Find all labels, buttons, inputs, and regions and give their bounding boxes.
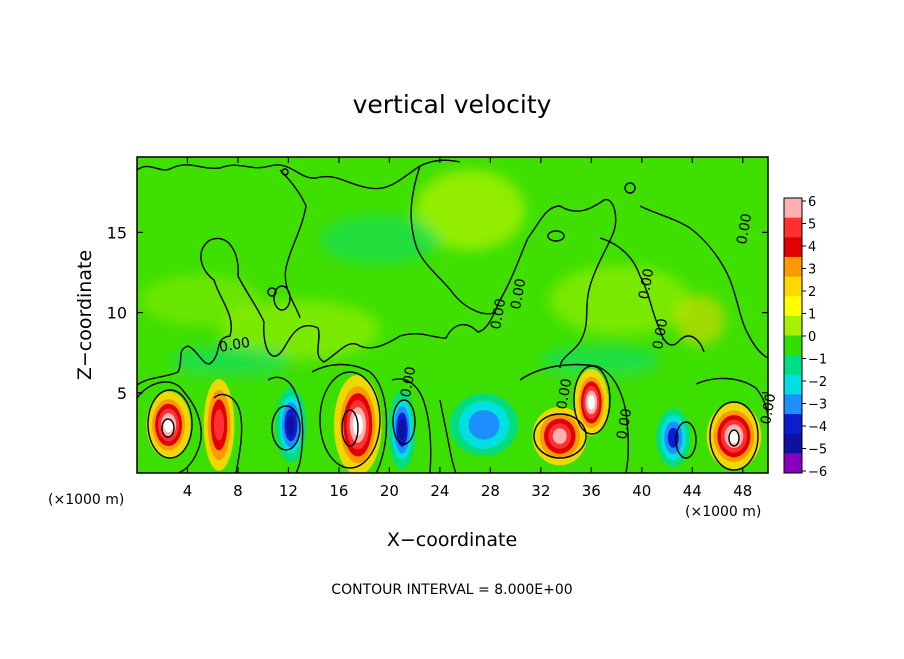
velocity-cell-ring bbox=[587, 395, 595, 410]
x-axis-unit-left: (×1000 m) bbox=[48, 492, 124, 508]
colorbar-tick-label: 4 bbox=[808, 240, 816, 255]
contour-label: 0.00 bbox=[758, 392, 779, 425]
x-tick-label: 20 bbox=[380, 482, 399, 500]
velocity-cell-ring bbox=[552, 428, 567, 444]
x-axis-label: X−coordinate bbox=[387, 529, 517, 551]
colorbar-block bbox=[784, 198, 802, 218]
colorbar-tick-label: −5 bbox=[808, 443, 827, 458]
contour-label: 0.00 bbox=[636, 267, 657, 300]
colorbar-block bbox=[784, 296, 802, 317]
velocity-cell-ring bbox=[287, 414, 295, 435]
colorbar: 6 5 4 3 2 1 0 −1 −2 −3 −4 −5 −6 bbox=[783, 195, 827, 480]
x-tick-label: 36 bbox=[582, 482, 601, 500]
colorbar-block bbox=[784, 276, 802, 297]
colorbar-block bbox=[784, 374, 802, 395]
colorbar-block bbox=[784, 335, 802, 356]
velocity-cell-ring bbox=[398, 419, 406, 441]
x-tick-label: 40 bbox=[632, 482, 651, 500]
colorbar-tick-label: 1 bbox=[808, 308, 816, 323]
velocity-cell bbox=[574, 369, 609, 436]
velocity-cell bbox=[532, 406, 588, 466]
x-tick-label: 32 bbox=[531, 482, 550, 500]
contour-label: 0.00 bbox=[398, 365, 419, 398]
colorbar-tick-label: 6 bbox=[808, 195, 816, 210]
colorbar-block bbox=[784, 453, 802, 474]
x-tick-label: 8 bbox=[233, 482, 243, 500]
colorbar-tick-label: −3 bbox=[808, 398, 827, 413]
velocity-cell-ring bbox=[213, 409, 225, 441]
zero-contours bbox=[137, 159, 768, 473]
contour-label: 0.00 bbox=[218, 335, 251, 356]
contour-label: 0.00 bbox=[488, 297, 509, 330]
x-axis-ticks: 4 8 12 16 20 24 28 32 36 40 44 48 bbox=[183, 157, 752, 500]
colorbar-block bbox=[784, 433, 802, 454]
colorbar-tick-label: −4 bbox=[808, 420, 827, 435]
x-tick-label: 48 bbox=[733, 482, 752, 500]
plot-area: 0.000.000.000.000.000.000.000.000.000.00 bbox=[136, 156, 779, 474]
x-tick-label: 24 bbox=[430, 482, 449, 500]
y-tick-label: 15 bbox=[107, 223, 127, 242]
velocity-cell-ring bbox=[163, 417, 174, 433]
colorbar-block bbox=[784, 315, 802, 336]
velocity-cell bbox=[449, 393, 519, 457]
contour-interval-footer: CONTOUR INTERVAL = 8.000E+00 bbox=[331, 582, 572, 598]
colorbar-tick-label: 0 bbox=[808, 330, 816, 345]
colorbar-ticks: 6 5 4 3 2 1 0 −1 −2 −3 −4 −5 −6 bbox=[802, 195, 827, 480]
y-axis-ticks: 5 10 15 bbox=[107, 223, 768, 403]
x-tick-label: 28 bbox=[481, 482, 500, 500]
contour-labels: 0.000.000.000.000.000.000.000.000.000.00 bbox=[218, 212, 779, 440]
x-tick-label: 4 bbox=[183, 482, 193, 500]
velocity-cell bbox=[706, 402, 762, 470]
colorbar-block bbox=[784, 237, 802, 258]
colorbar-block bbox=[784, 394, 802, 415]
contour-label: 0.00 bbox=[554, 377, 575, 410]
contour-label: 0.00 bbox=[508, 277, 529, 310]
colorbar-tick-label: −6 bbox=[808, 465, 827, 480]
y-axis-label: Z−coordinate bbox=[74, 250, 96, 380]
colorbar-block bbox=[784, 256, 802, 277]
chart-title: vertical velocity bbox=[353, 90, 552, 119]
velocity-cell bbox=[388, 390, 416, 470]
x-tick-label: 44 bbox=[683, 482, 702, 500]
colorbar-block bbox=[784, 217, 802, 238]
plot-frame bbox=[136, 156, 769, 474]
colorbar-block bbox=[784, 355, 802, 376]
x-axis-unit-right: (×1000 m) bbox=[685, 504, 761, 520]
contour-label: 0.00 bbox=[614, 407, 635, 440]
colorbar-tick-label: 5 bbox=[808, 218, 816, 233]
velocity-cells bbox=[146, 369, 762, 473]
colorbar-tick-label: 3 bbox=[808, 263, 816, 278]
colorbar-tick-label: −1 bbox=[808, 353, 827, 368]
velocity-cell-ring bbox=[468, 410, 500, 440]
x-tick-label: 12 bbox=[279, 482, 298, 500]
contour-label: 0.00 bbox=[650, 317, 671, 350]
y-tick-label: 10 bbox=[107, 304, 127, 323]
colorbar-blocks bbox=[784, 198, 802, 474]
x-tick-label: 16 bbox=[329, 482, 348, 500]
colorbar-tick-label: 2 bbox=[808, 285, 816, 300]
colorbar-tick-label: −2 bbox=[808, 375, 827, 390]
colorbar-block bbox=[784, 414, 802, 435]
y-tick-label: 5 bbox=[117, 384, 127, 403]
contour-label: 0.00 bbox=[734, 212, 755, 245]
velocity-cell bbox=[146, 391, 191, 459]
velocity-cell bbox=[203, 379, 235, 471]
